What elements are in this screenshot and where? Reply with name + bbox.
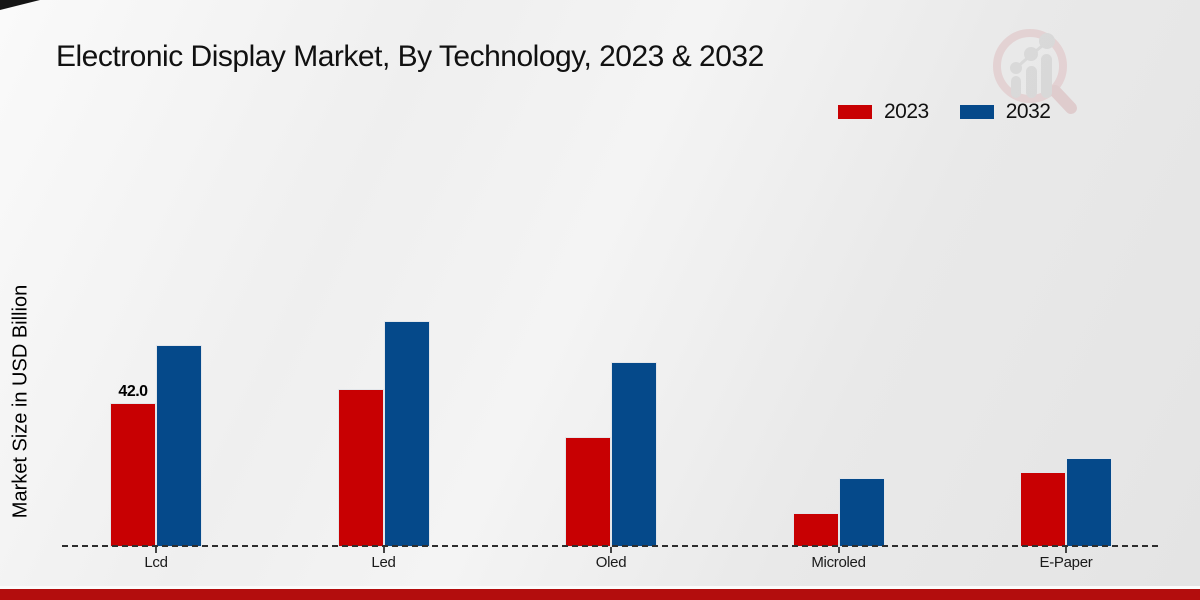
magnifier-growth-chart-logo-icon xyxy=(993,29,1077,114)
legend-item-2032: 2032 xyxy=(959,100,1051,124)
bar-value-label: 42.0 xyxy=(118,383,148,400)
bar-2023-led xyxy=(337,389,384,547)
bar-2023-microled xyxy=(792,513,839,547)
bar-2023-e-paper xyxy=(1020,472,1066,547)
x-axis-tick xyxy=(155,547,157,553)
x-tick-label-e-paper: E-Paper xyxy=(1039,554,1093,571)
bar-2032-oled xyxy=(611,362,657,547)
x-axis-tick xyxy=(382,547,385,553)
footer-accent-bar xyxy=(0,589,1200,600)
x-axis-tick xyxy=(837,547,840,553)
legend: 2023 2032 xyxy=(838,100,1051,124)
legend-swatch-2023 xyxy=(838,105,872,119)
chart-title: Electronic Display Market, By Technology… xyxy=(56,40,764,73)
footer-highlight-line xyxy=(0,586,1200,589)
bar-2032-e-paper xyxy=(1066,458,1112,547)
corner-accent-triangle xyxy=(0,0,40,10)
x-tick-label-oled: Oled xyxy=(595,554,627,571)
x-tick-label-lcd: Lcd xyxy=(144,554,168,571)
bar-2023-lcd xyxy=(110,403,156,547)
x-axis-tick xyxy=(610,547,612,553)
bar-2023-oled xyxy=(565,437,611,547)
bar-2032-lcd xyxy=(156,345,202,547)
bar-2032-microled xyxy=(838,478,885,547)
x-axis-tick xyxy=(1065,547,1067,553)
legend-label-2032: 2032 xyxy=(1005,100,1051,123)
legend-item-2023: 2023 xyxy=(838,100,929,124)
legend-swatch-2032 xyxy=(959,105,994,119)
x-axis-baseline xyxy=(62,545,1158,547)
x-tick-label-microled: Microled xyxy=(811,554,866,571)
bar-2032-led xyxy=(383,321,430,547)
x-tick-label-led: Led xyxy=(371,554,396,571)
legend-label-2023: 2023 xyxy=(884,100,929,123)
